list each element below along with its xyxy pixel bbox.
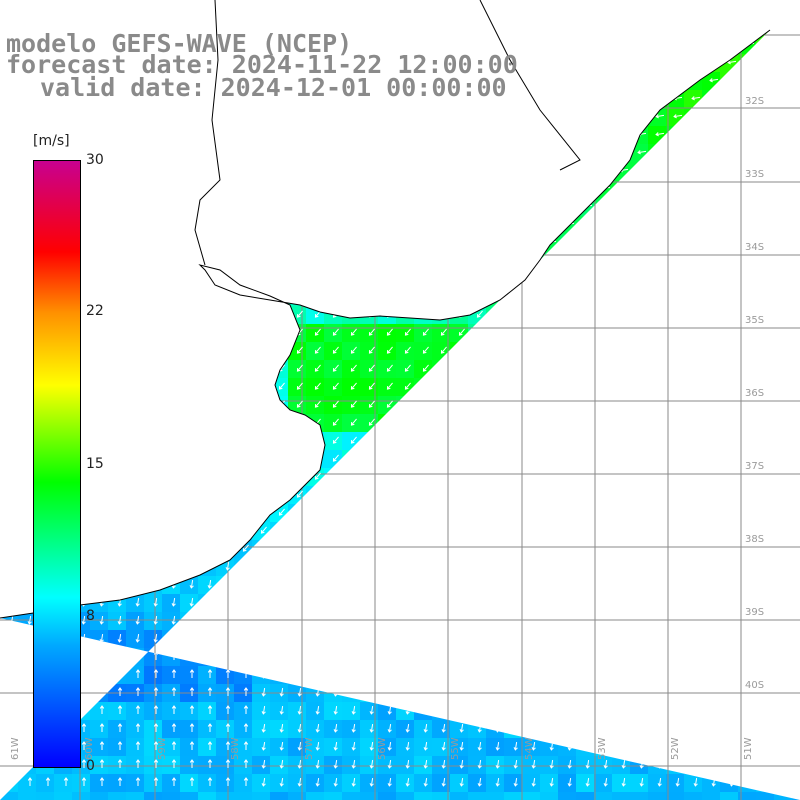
lat-label: 39S xyxy=(745,607,764,618)
lon-label: 60W xyxy=(84,737,95,760)
colorbar-tick: 0 xyxy=(86,758,95,774)
lon-label: 61W xyxy=(10,737,21,760)
coastline xyxy=(0,0,771,619)
colorbar-tick: 15 xyxy=(86,456,104,472)
colorbar-tick: 8 xyxy=(86,608,95,624)
lat-label: 34S xyxy=(745,242,764,253)
lat-label: 40S xyxy=(745,680,764,691)
lon-label: 56W xyxy=(377,737,388,760)
valid-date: valid date: 2024-12-01 00:00:00 xyxy=(40,73,507,102)
lat-label: 36S xyxy=(745,388,764,399)
lon-label: 59W xyxy=(157,737,168,760)
forecast-date: forecast date: 2024-11-22 12:00:00 xyxy=(6,50,518,79)
colorbar xyxy=(33,160,81,768)
lat-label: 33S xyxy=(745,169,764,180)
colorbar-tick: 22 xyxy=(86,303,104,319)
lon-label: 55W xyxy=(450,737,461,760)
colorbar-tick: 30 xyxy=(86,152,104,168)
grid-labels: 32S 33S 34S 35S 36S 37S 38S 39S 40S 61W 60W 59W 58W 5… xyxy=(10,96,764,760)
lon-label: 58W xyxy=(230,737,241,760)
lon-label: 54W xyxy=(524,737,535,760)
lon-label: 52W xyxy=(670,737,681,760)
lat-label: 38S xyxy=(745,534,764,545)
lat-label: 37S xyxy=(745,461,764,472)
lon-label: 51W xyxy=(743,737,754,760)
colorbar-unit: [m/s] xyxy=(33,133,70,149)
lat-label: 32S xyxy=(745,96,764,107)
lon-label: 57W xyxy=(304,737,315,760)
lat-label: 35S xyxy=(745,315,764,326)
model-title: modelo GEFS-WAVE (NCEP) xyxy=(6,29,353,58)
lon-label: 53W xyxy=(597,737,608,760)
